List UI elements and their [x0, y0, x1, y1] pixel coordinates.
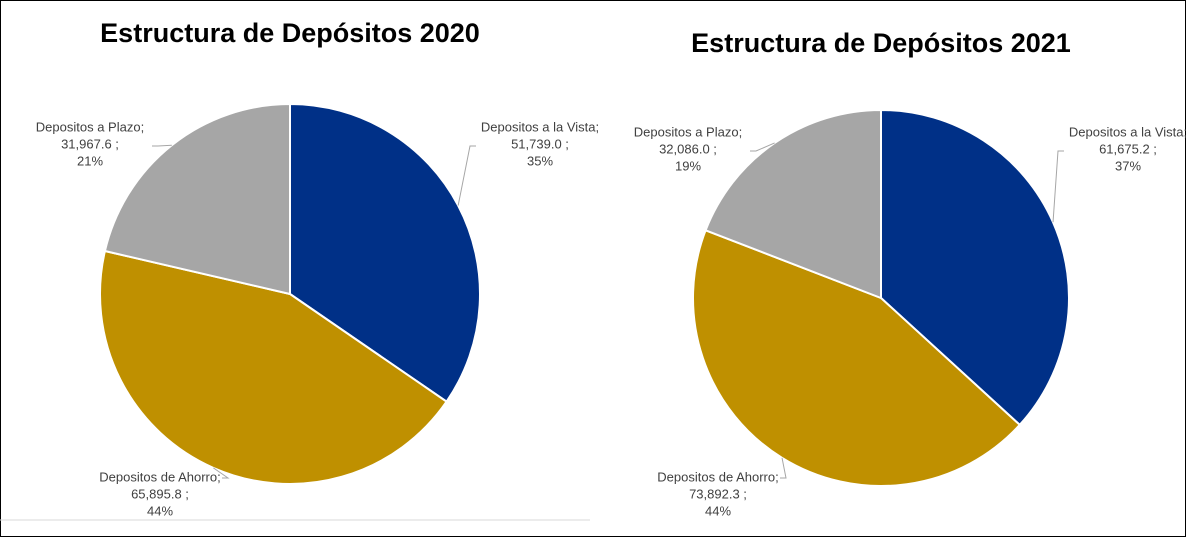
pie-slice [880, 108, 1070, 427]
slice-label: Depositos a la Vista; [481, 119, 599, 134]
slice-value-label: 31,967.6 ; [61, 136, 119, 151]
slice-value-label: 32,086.0 ; [659, 141, 717, 156]
slice-value-label: 65,895.8 ; [131, 486, 189, 501]
pie-slice [692, 229, 1022, 487]
slice-percent-label: 35% [527, 153, 553, 168]
slice-percent-label: 19% [675, 158, 701, 173]
slice-value-label: 61,675.2 ; [1099, 141, 1157, 156]
chart-title: Estructura de Depósitos 2020 [100, 18, 480, 48]
slice-value-label: 73,892.3 ; [689, 486, 747, 501]
leader-line [213, 467, 230, 479]
slice-percent-label: 21% [77, 153, 103, 168]
leader-line [1052, 150, 1064, 223]
slice-label: Depositos a Plazo; [36, 119, 144, 134]
slice-percent-label: 37% [1115, 158, 1141, 173]
pie-slice [99, 249, 448, 485]
leader-line [152, 144, 172, 147]
slice-label: Depositos de Ahorro; [657, 469, 778, 484]
leader-line [750, 142, 775, 152]
slice-percent-label: 44% [147, 503, 173, 518]
slice-percent-label: 44% [705, 503, 731, 518]
slice-label: Depositos a la Vista; [1069, 124, 1186, 139]
pie-slice [103, 102, 291, 296]
leader-line [457, 145, 476, 206]
leader-line [780, 457, 787, 479]
slice-label: Depositos a Plazo; [634, 124, 742, 139]
chart-title: Estructura de Depósitos 2021 [691, 28, 1071, 58]
pie-slice [289, 102, 481, 404]
slice-value-label: 51,739.0 ; [511, 136, 569, 151]
slice-label: Depositos de Ahorro; [99, 469, 220, 484]
